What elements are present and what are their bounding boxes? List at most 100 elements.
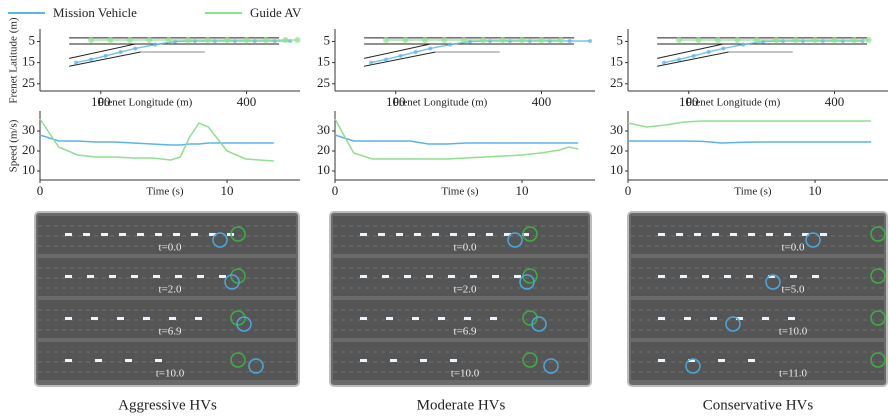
vehicle (137, 233, 144, 236)
trajectory-point (567, 39, 572, 44)
vehicle (109, 275, 116, 278)
vehicle (420, 359, 427, 362)
trajectory-point (126, 36, 133, 43)
mission-vehicle-marker (685, 358, 701, 374)
vehicle (450, 233, 457, 236)
road-line (364, 43, 431, 59)
snapshot-time: t=6.9 (453, 326, 477, 338)
trajectory-point (691, 53, 696, 58)
x-tick-label: 10 (809, 183, 822, 198)
vehicle (390, 359, 397, 362)
snapshot (38, 216, 296, 254)
trajectory-point (706, 50, 711, 55)
vehicle (101, 233, 108, 236)
y-tick-label: 15 (317, 54, 330, 69)
snapshot-time: t=10.0 (779, 326, 808, 338)
road-line (657, 51, 729, 67)
trajectory-point (792, 36, 799, 43)
vehicle (504, 233, 511, 236)
mission-vehicle-marker (224, 274, 240, 290)
vehicle (414, 233, 421, 236)
trajectory-point (831, 36, 838, 43)
vehicle (65, 317, 72, 320)
vehicle (724, 275, 731, 278)
snapshot (631, 216, 884, 254)
vehicle (730, 233, 737, 236)
vehicle (119, 233, 126, 236)
vehicle (522, 233, 529, 236)
mission-vehicle-marker (519, 274, 535, 290)
speed-line (334, 118, 579, 160)
y-axis-label: Speed (m/s) (8, 119, 20, 172)
vehicle (784, 233, 791, 236)
trajectory-point (448, 42, 453, 47)
vehicle (360, 275, 367, 278)
mission-vehicle-marker (725, 316, 741, 332)
trajectory-point (460, 36, 467, 43)
guide-av-marker (230, 226, 246, 242)
y-tick-label: 10 (317, 162, 330, 177)
x-tick-label: 100 (386, 94, 406, 109)
y-tick-label: 20 (610, 142, 623, 157)
trajectory-point (384, 57, 389, 62)
vehicle (448, 275, 455, 278)
trajectory-point (146, 36, 153, 43)
panel-caption: Moderate HVs (417, 397, 506, 413)
x-axis-label: Frenet Longitude (m) (393, 97, 488, 109)
vehicle (209, 233, 216, 236)
snapshot-time: t=6.9 (158, 326, 182, 338)
x-tick-label: 0 (37, 183, 44, 198)
y-tick-label: 5 (617, 32, 624, 47)
vehicle (490, 317, 497, 320)
vehicle (486, 233, 493, 236)
trajectory-point (714, 36, 721, 43)
y-tick-label: 25 (22, 75, 35, 90)
vehicle (65, 359, 72, 362)
guide-av-marker (230, 352, 246, 368)
vehicle (658, 359, 665, 362)
mission-vehicle-marker (507, 232, 523, 248)
snapshot (631, 258, 884, 296)
vehicle (125, 359, 132, 362)
snapshot (631, 300, 884, 338)
vehicle (712, 233, 719, 236)
vehicle (197, 275, 204, 278)
snapshot (631, 342, 884, 380)
trajectory-point (103, 53, 108, 58)
trajectory-point (224, 36, 231, 43)
speed-line (39, 118, 274, 162)
road-line (69, 43, 136, 59)
vehicle (464, 317, 471, 320)
vehicle (710, 317, 717, 320)
road-line (364, 51, 436, 67)
snapshot (333, 300, 588, 338)
guide-av-marker (522, 226, 538, 242)
road-line (69, 51, 141, 67)
x-tick-label: 0 (332, 183, 339, 198)
snapshot-time: t=10.0 (156, 368, 185, 380)
trajectory-point (741, 42, 746, 47)
trajectory-point (734, 36, 741, 43)
trajectory-point (812, 36, 819, 43)
vehicle (658, 233, 665, 236)
snapshot (333, 258, 588, 296)
vehicle (492, 275, 499, 278)
trajectory-point (282, 36, 289, 43)
x-axis-label: Frenet Longitude (m) (98, 97, 193, 109)
snapshot-time: t=5.0 (781, 284, 805, 296)
y-tick-label: 25 (317, 75, 330, 90)
vehicle (175, 275, 182, 278)
x-axis-label: Frenet Longitude (m) (686, 97, 781, 109)
x-axis-label: Time (s) (734, 186, 772, 198)
trajectory-point (88, 36, 95, 43)
vehicle (386, 317, 393, 320)
guide-av-marker (230, 310, 246, 326)
snapshot-time: t=0.0 (781, 242, 805, 254)
trajectory-point (499, 36, 506, 43)
trajectory-point (695, 36, 702, 43)
trajectory-point (89, 57, 94, 62)
x-tick-label: 400 (825, 94, 845, 109)
vehicle (762, 317, 769, 320)
snapshot (333, 216, 588, 254)
vehicle (684, 317, 691, 320)
